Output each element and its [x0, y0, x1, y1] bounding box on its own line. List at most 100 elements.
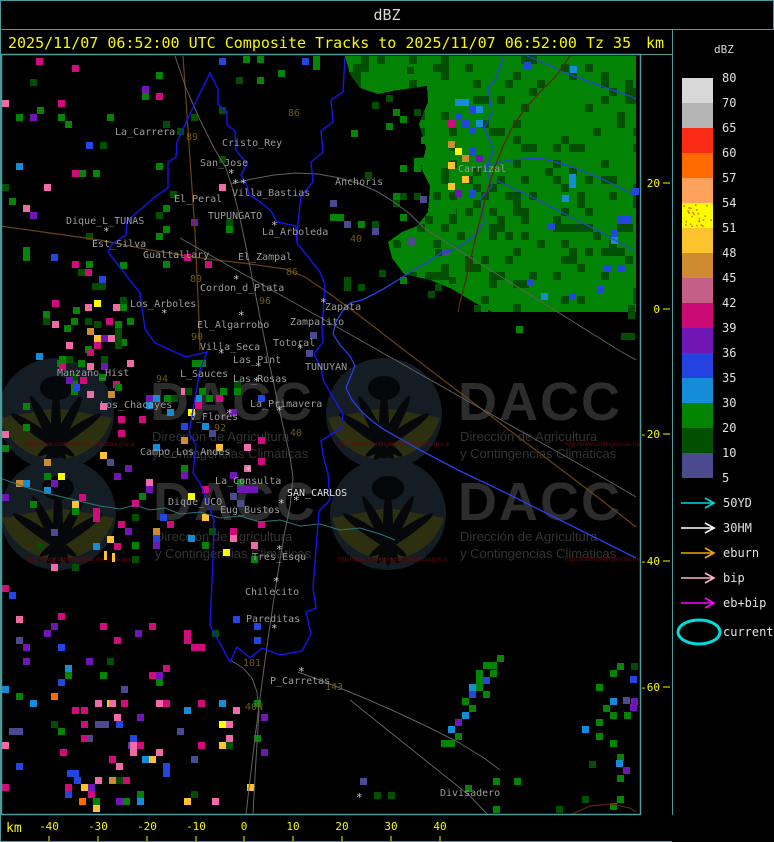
town-marker-icon: *: [103, 225, 110, 238]
scale-tick-label: 30: [722, 396, 736, 410]
place-label: Zampalito: [290, 317, 344, 328]
place-label: Los_Chacayes: [100, 400, 172, 411]
place-label: Pareditas: [246, 614, 300, 625]
legend-label: current: [723, 625, 774, 639]
river-line: [480, 157, 637, 197]
place-label: V_Flores: [190, 412, 238, 423]
y-tick-label: -40: [640, 555, 660, 568]
town-marker-icon: *: [238, 309, 245, 322]
watermark-brand-text: DACC: [458, 472, 622, 532]
scale-swatch: [682, 278, 713, 303]
place-label: Totoral: [273, 338, 315, 349]
watermark-url: http://www.contingencias.mendoza.gov.ar: [565, 557, 675, 563]
svg-text:y Contingencias Climáticas: y Contingencias Climáticas: [460, 446, 617, 461]
place-label: San_Jose: [200, 158, 248, 169]
watermark-url: http://www.contingencias.mendoza.gov.ar: [340, 442, 450, 448]
place-label: L_Sauces: [180, 369, 228, 380]
place-label: Tres_Esqu: [252, 552, 306, 563]
town-marker-icon: *: [218, 347, 225, 360]
place-label: Dique_UCO: [168, 497, 222, 508]
hail-mark-icon: [112, 553, 115, 562]
road-number-label: 92: [214, 423, 226, 434]
legend-label: 50YD: [723, 496, 752, 510]
hail-mark-icon: [104, 551, 107, 560]
town-marker-icon: *: [255, 360, 262, 373]
place-label: El_Peral: [174, 194, 222, 205]
y-axis-unit-label: km: [646, 34, 665, 52]
road-line: [179, 237, 637, 498]
scale-tick-label: 36: [722, 346, 736, 360]
scale-tick-label: 42: [722, 296, 736, 310]
x-tick-label: -30: [88, 820, 108, 833]
place-label: Eug_Bustos: [220, 505, 280, 516]
watermark-url: http://www.contingencias.mendoza.gov.ar: [565, 442, 675, 448]
scale-title: dBZ: [714, 43, 734, 56]
tracks-legend: 50YD 30HM eburn bip eb+bip current: [676, 496, 774, 646]
map-labels: 89 86 40 89 86 96 90 94 92 40 101 143 40N La_Carrera C…: [57, 108, 506, 804]
scale-swatch: [682, 78, 713, 103]
legend-label: bip: [723, 571, 745, 585]
place-label: La_Arboleda: [262, 227, 328, 238]
road-line: [349, 699, 488, 814]
x-tick-label: 0: [241, 820, 248, 833]
road-number-label: 89: [186, 132, 198, 143]
river-line: [494, 179, 637, 253]
y-tick-label: -60: [640, 681, 660, 694]
scale-sidebar: dBZ 80 70 65 60 57 54 51 48 45 42 39 36 35 30 20 10 5: [682, 43, 736, 485]
map-border: [0, 53, 642, 816]
road-line: [229, 659, 260, 814]
road-line: [174, 55, 294, 814]
town-marker-icon: *: [245, 464, 252, 477]
road-number-label: 40N: [245, 702, 263, 713]
town-marker-icon: *: [276, 543, 283, 556]
place-label: La_Primavera: [250, 399, 322, 410]
dacc-logo-icon: [2, 358, 114, 470]
scale-tick-label: 70: [722, 96, 736, 110]
place-label: La_Carrera: [115, 127, 175, 138]
town-marker-icon: *: [233, 273, 240, 286]
road-number-label: 86: [286, 267, 298, 278]
town-marker-icon: *: [273, 575, 280, 588]
watermark-brand-text: DACC: [458, 372, 622, 432]
road-number-label: 96: [259, 296, 271, 307]
place-label: Los_Arboles: [130, 299, 196, 310]
place-label: Zapata: [325, 302, 361, 313]
scale-swatch: [682, 303, 713, 328]
town-marker-icon: *: [228, 167, 235, 180]
road-number-label: 40: [290, 428, 302, 439]
y-tick-label: 0: [653, 303, 660, 316]
place-label: TUPUNGATO: [208, 211, 262, 222]
town-marker-icon: *: [276, 404, 283, 417]
place-label: Est_Silva: [92, 239, 146, 250]
place-label: SAN_CARLOS: [287, 488, 347, 499]
scale-tick-label: 10: [722, 446, 736, 460]
y-tick-label: -20: [640, 428, 660, 441]
scale-swatch: [682, 203, 713, 228]
town-marker-icon: *: [271, 219, 278, 232]
department-boundary-line: [107, 56, 346, 664]
town-marker-icon: *: [293, 494, 300, 507]
place-label: Las_Rosas: [233, 374, 287, 385]
road-number-label: 89: [190, 274, 202, 285]
scale-swatch: [682, 128, 713, 153]
scale-swatch: [682, 253, 713, 278]
place-label: P_Carretas: [270, 676, 330, 687]
scale-tick-label: 60: [722, 146, 736, 160]
scale-tick-label: 54: [722, 196, 736, 210]
svg-text:Dirección de Agricultura: Dirección de Agricultura: [460, 429, 598, 444]
scale-swatch: [682, 178, 713, 203]
place-label: Cristo_Rey: [222, 138, 282, 149]
watermark-url: http://www.contingencias.mendoza.gov.ar: [338, 557, 448, 563]
scale-tick-label: 80: [722, 71, 736, 85]
road-line: [182, 55, 201, 351]
place-label: Divisadero: [440, 788, 500, 799]
road-number-label: 143: [325, 682, 343, 693]
road-number-label: 101: [243, 658, 261, 669]
scale-tick-label: 5: [722, 471, 729, 485]
watermark-url: http://www.contingencias.mendoza.gov.ar: [25, 442, 135, 448]
road-number-label: 90: [191, 332, 203, 343]
dacc-logo-icon: [326, 358, 442, 470]
